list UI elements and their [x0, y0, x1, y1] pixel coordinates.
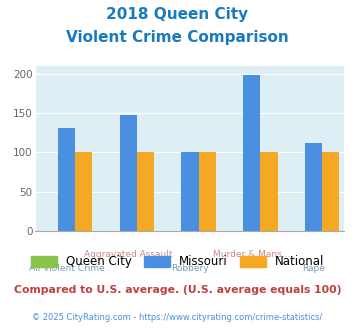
Bar — [260, 152, 278, 231]
Text: Robbery: Robbery — [171, 264, 209, 273]
Bar — [137, 152, 154, 231]
Text: All Violent Crime: All Violent Crime — [28, 264, 104, 273]
Text: Compared to U.S. average. (U.S. average equals 100): Compared to U.S. average. (U.S. average … — [14, 285, 341, 295]
Bar — [305, 143, 322, 231]
Bar — [243, 75, 260, 231]
Text: Aggravated Assault: Aggravated Assault — [84, 250, 173, 259]
Bar — [322, 152, 339, 231]
Bar — [58, 128, 75, 231]
Bar — [198, 152, 216, 231]
Text: 2018 Queen City: 2018 Queen City — [106, 7, 248, 21]
Legend: Queen City, Missouri, National: Queen City, Missouri, National — [26, 250, 329, 273]
Text: Rape: Rape — [302, 264, 325, 273]
Text: Violent Crime Comparison: Violent Crime Comparison — [66, 30, 289, 45]
Text: Murder & Mans...: Murder & Mans... — [213, 250, 290, 259]
Bar — [181, 152, 198, 231]
Bar — [75, 152, 92, 231]
Bar — [120, 115, 137, 231]
Text: © 2025 CityRating.com - https://www.cityrating.com/crime-statistics/: © 2025 CityRating.com - https://www.city… — [32, 313, 323, 322]
